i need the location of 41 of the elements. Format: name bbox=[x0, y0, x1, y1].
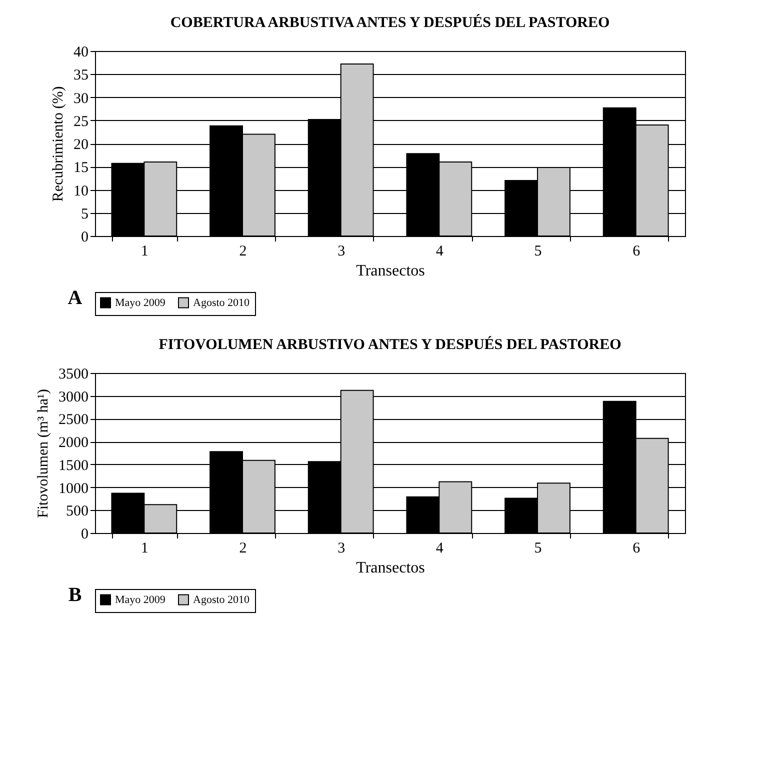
x-axis-title: Transectos bbox=[356, 560, 425, 576]
y-tick-label: 500 bbox=[66, 504, 88, 520]
y-tick-label: 3000 bbox=[58, 389, 88, 406]
x-tick-label: 5 bbox=[534, 244, 542, 260]
y-tick-label: 35 bbox=[74, 68, 88, 84]
x-tick-label: 1 bbox=[140, 244, 148, 260]
x-tick-label: 2 bbox=[239, 244, 247, 260]
y-tick-label: 2000 bbox=[58, 435, 88, 452]
y-tick-label: 0 bbox=[81, 230, 88, 246]
legend-label: Agosto 2010 bbox=[193, 594, 250, 606]
text: B bbox=[68, 584, 82, 606]
x-tick-label: 4 bbox=[436, 244, 444, 260]
x-axis-title: Transectos bbox=[356, 262, 425, 280]
y-axis-title: Recubrimiento (%) bbox=[50, 86, 66, 202]
x-tick-label: 3 bbox=[338, 244, 346, 260]
x-tick-label: 6 bbox=[632, 244, 641, 260]
y-axis-title: Fitovolumen (m³ ha¹) bbox=[36, 389, 52, 518]
x-tick-label: 4 bbox=[436, 540, 444, 556]
text: A bbox=[68, 287, 83, 309]
y-tick-label: 3500 bbox=[58, 366, 88, 382]
y-tick-label: 20 bbox=[74, 137, 88, 153]
x-tick-label: 1 bbox=[140, 540, 148, 556]
y-tick-label: 1500 bbox=[58, 458, 88, 474]
x-tick-label: 3 bbox=[338, 540, 346, 556]
legend-label: Mayo 2009 bbox=[115, 296, 166, 309]
y-tick-label: 1000 bbox=[58, 480, 88, 497]
x-tick-label: 2 bbox=[239, 540, 247, 556]
y-tick-label: 30 bbox=[74, 90, 88, 107]
x-tick-label: 5 bbox=[534, 540, 542, 556]
x-tick-label: 6 bbox=[632, 540, 641, 556]
y-tick-label: 40 bbox=[74, 44, 88, 60]
y-tick-label: 10 bbox=[74, 183, 88, 200]
y-tick-label: 0 bbox=[81, 526, 88, 542]
chart-title: FITOVOLUMEN ARBUSTIVO ANTES Y DESPUÉS DEL PASTOREO bbox=[158, 336, 622, 353]
chart-title: COBERTURA ARBUSTIVA ANTES Y DESPUÉS DEL PASTOREO bbox=[170, 14, 610, 31]
legend-label: Agosto 2010 bbox=[193, 296, 250, 309]
legend-label: Mayo 2009 bbox=[115, 594, 166, 606]
y-tick-label: 5 bbox=[81, 206, 88, 222]
y-tick-label: 15 bbox=[74, 160, 88, 176]
y-tick-label: 2500 bbox=[58, 412, 88, 428]
y-tick-label: 25 bbox=[74, 114, 88, 130]
